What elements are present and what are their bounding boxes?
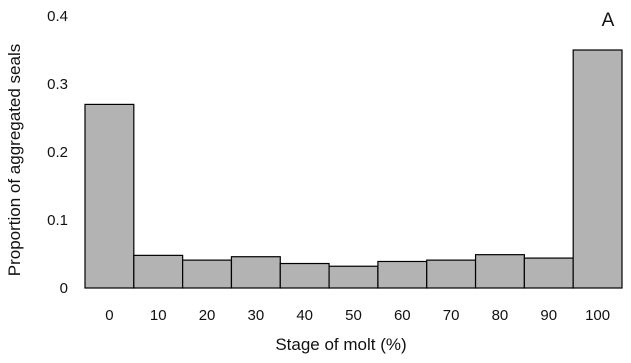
panel-label: A bbox=[602, 10, 615, 31]
x-tick-label-50: 50 bbox=[345, 307, 362, 324]
y-tick-label-0: 0 bbox=[60, 280, 68, 297]
x-tick-label-0: 0 bbox=[105, 307, 113, 324]
x-tick-label-40: 40 bbox=[296, 307, 313, 324]
y-tick-label-0.2: 0.2 bbox=[47, 144, 68, 161]
x-tick-label-70: 70 bbox=[443, 307, 460, 324]
x-tick-label-90: 90 bbox=[540, 307, 557, 324]
x-tick-label-10: 10 bbox=[150, 307, 167, 324]
x-tick-label-60: 60 bbox=[394, 307, 411, 324]
y-tick-label-0.4: 0.4 bbox=[47, 8, 68, 25]
bar-90 bbox=[523, 257, 574, 289]
x-tick-label-100: 100 bbox=[585, 307, 610, 324]
bar-80 bbox=[474, 254, 525, 289]
bar-40 bbox=[279, 262, 330, 289]
y-axis-title: Proportion of aggregated seals bbox=[5, 44, 24, 277]
x-axis-title: Stage of molt (%) bbox=[275, 335, 406, 354]
y-tick-label-0.3: 0.3 bbox=[47, 76, 68, 93]
bar-60 bbox=[377, 260, 428, 289]
x-tick-label-30: 30 bbox=[248, 307, 265, 324]
x-tick-label-80: 80 bbox=[492, 307, 509, 324]
y-tick-label-0.1: 0.1 bbox=[47, 212, 68, 229]
bar-10 bbox=[133, 254, 184, 289]
bars-group bbox=[84, 49, 623, 289]
bar-20 bbox=[182, 259, 233, 289]
bar-100 bbox=[572, 49, 623, 289]
bar-70 bbox=[426, 259, 477, 289]
bar-0 bbox=[84, 103, 135, 289]
bar-50 bbox=[328, 265, 379, 289]
bar-30 bbox=[230, 256, 281, 289]
x-tick-labels: 0 10 20 30 40 50 60 70 80 90 100 bbox=[105, 307, 610, 324]
y-tick-labels: 0 0.1 0.2 0.3 0.4 bbox=[47, 8, 68, 297]
x-tick-label-20: 20 bbox=[199, 307, 216, 324]
